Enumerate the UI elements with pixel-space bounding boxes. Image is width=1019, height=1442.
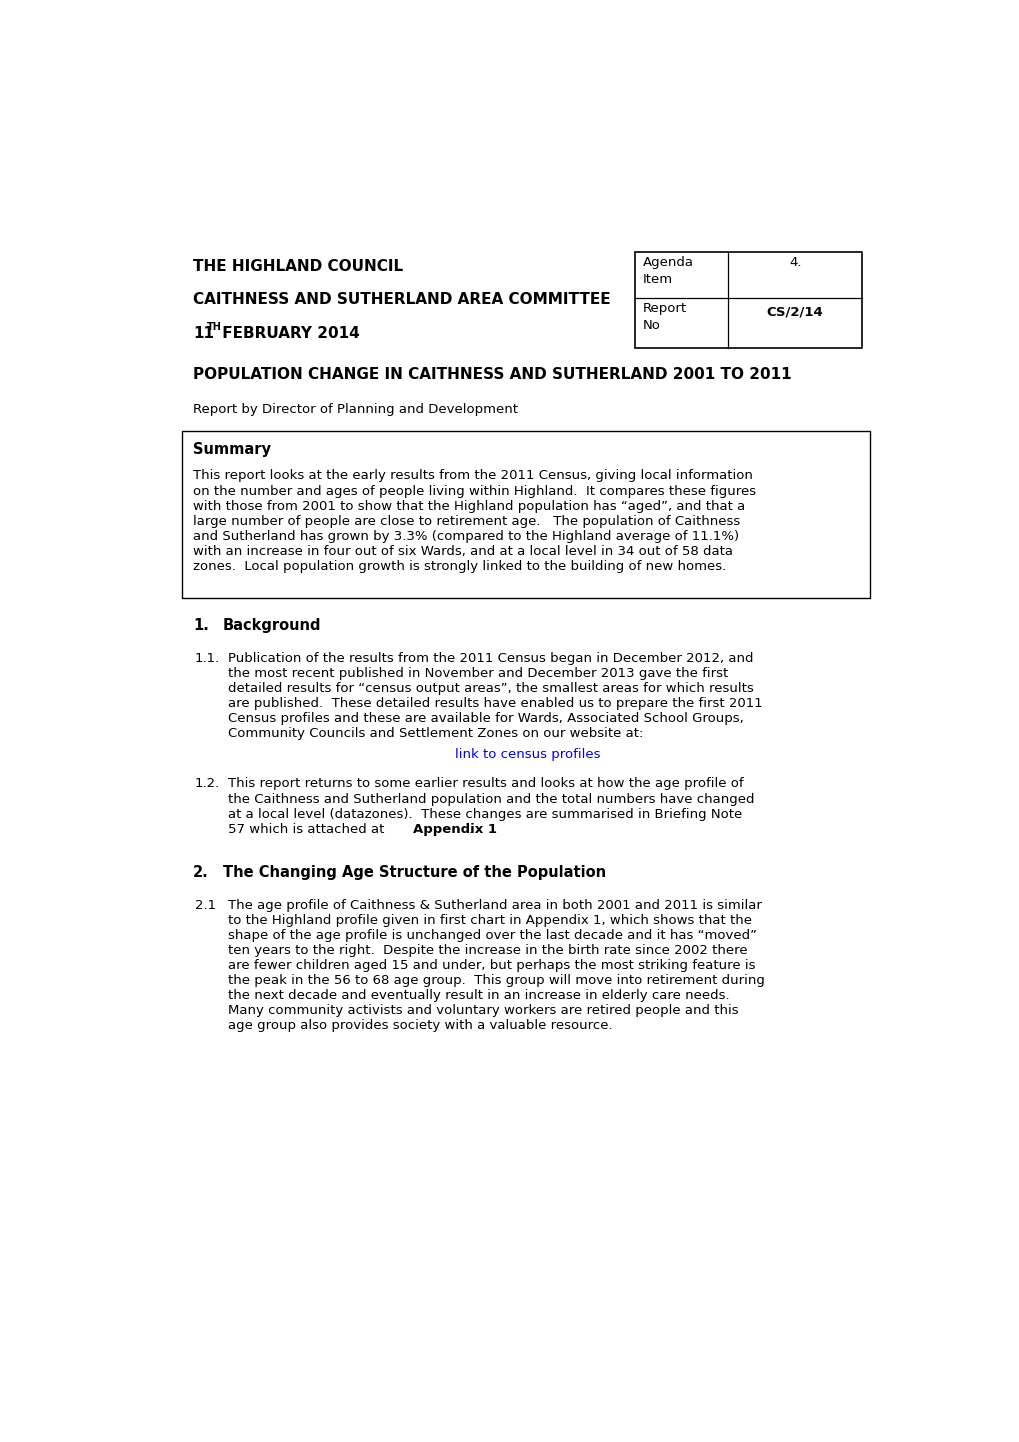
Text: This report looks at the early results from the 2011 Census, giving local inform: This report looks at the early results f… bbox=[194, 470, 752, 483]
Text: 1.1.: 1.1. bbox=[195, 652, 220, 665]
Text: Agenda
Item: Agenda Item bbox=[642, 257, 693, 286]
Text: TH: TH bbox=[207, 322, 221, 332]
Text: link to census profiles: link to census profiles bbox=[454, 748, 600, 761]
Text: Many community activists and voluntary workers are retired people and this: Many community activists and voluntary w… bbox=[228, 1004, 738, 1017]
Text: Report
No: Report No bbox=[642, 303, 687, 333]
Text: with those from 2001 to show that the Highland population has “aged”, and that a: with those from 2001 to show that the Hi… bbox=[194, 499, 745, 512]
Text: shape of the age profile is unchanged over the last decade and it has “moved”: shape of the age profile is unchanged ov… bbox=[228, 929, 756, 942]
Text: Summary: Summary bbox=[194, 441, 271, 457]
Text: FEBRUARY 2014: FEBRUARY 2014 bbox=[217, 326, 360, 340]
Text: 1.2.: 1.2. bbox=[195, 777, 220, 790]
Text: on the number and ages of people living within Highland.  It compares these figu: on the number and ages of people living … bbox=[194, 485, 756, 497]
Text: and Sutherland has grown by 3.3% (compared to the Highland average of 11.1%): and Sutherland has grown by 3.3% (compar… bbox=[194, 529, 739, 542]
Text: the Caithness and Sutherland population and the total numbers have changed: the Caithness and Sutherland population … bbox=[228, 793, 754, 806]
Text: the next decade and eventually result in an increase in elderly care needs.: the next decade and eventually result in… bbox=[228, 989, 730, 1002]
Text: Report by Director of Planning and Development: Report by Director of Planning and Devel… bbox=[194, 402, 518, 415]
Text: CAITHNESS AND SUTHERLAND AREA COMMITTEE: CAITHNESS AND SUTHERLAND AREA COMMITTEE bbox=[194, 293, 610, 307]
Text: 1.: 1. bbox=[194, 619, 209, 633]
Text: zones.  Local population growth is strongly linked to the building of new homes.: zones. Local population growth is strong… bbox=[194, 559, 726, 572]
Text: with an increase in four out of six Wards, and at a local level in 34 out of 58 : with an increase in four out of six Ward… bbox=[194, 545, 733, 558]
Text: 11: 11 bbox=[194, 326, 214, 340]
Text: to the Highland profile given in first chart in Appendix 1, which shows that the: to the Highland profile given in first c… bbox=[228, 914, 752, 927]
Text: 2.1: 2.1 bbox=[195, 898, 216, 911]
Text: The age profile of Caithness & Sutherland area in both 2001 and 2011 is similar: The age profile of Caithness & Sutherlan… bbox=[228, 898, 761, 911]
Text: detailed results for “census output areas”, the smallest areas for which results: detailed results for “census output area… bbox=[228, 682, 753, 695]
Text: CS/2/14: CS/2/14 bbox=[766, 306, 822, 319]
Text: Appendix 1: Appendix 1 bbox=[413, 822, 496, 835]
Text: Census profiles and these are available for Wards, Associated School Groups,: Census profiles and these are available … bbox=[228, 712, 743, 725]
Text: Community Councils and Settlement Zones on our website at:: Community Councils and Settlement Zones … bbox=[228, 727, 643, 740]
Text: the peak in the 56 to 68 age group.  This group will move into retirement during: the peak in the 56 to 68 age group. This… bbox=[228, 973, 764, 986]
Text: This report returns to some earlier results and looks at how the age profile of: This report returns to some earlier resu… bbox=[228, 777, 743, 790]
Text: .: . bbox=[468, 822, 472, 835]
Text: age group also provides society with a valuable resource.: age group also provides society with a v… bbox=[228, 1019, 612, 1032]
Text: the most recent published in November and December 2013 gave the first: the most recent published in November an… bbox=[228, 668, 728, 681]
Text: are published.  These detailed results have enabled us to prepare the first 2011: are published. These detailed results ha… bbox=[228, 696, 762, 709]
Text: at a local level (datazones).  These changes are summarised in Briefing Note: at a local level (datazones). These chan… bbox=[228, 808, 742, 820]
Text: are fewer children aged 15 and under, but perhaps the most striking feature is: are fewer children aged 15 and under, bu… bbox=[228, 959, 755, 972]
Text: Background: Background bbox=[222, 619, 321, 633]
Text: THE HIGHLAND COUNCIL: THE HIGHLAND COUNCIL bbox=[194, 260, 404, 274]
Text: The Changing Age Structure of the Population: The Changing Age Structure of the Popula… bbox=[222, 865, 605, 880]
Text: Publication of the results from the 2011 Census began in December 2012, and: Publication of the results from the 2011… bbox=[228, 652, 753, 665]
Text: 4.: 4. bbox=[788, 257, 801, 270]
Text: 2.: 2. bbox=[194, 865, 209, 880]
Text: 57 which is attached at: 57 which is attached at bbox=[228, 822, 388, 835]
Text: large number of people are close to retirement age.   The population of Caithnes: large number of people are close to reti… bbox=[194, 515, 740, 528]
Text: POPULATION CHANGE IN CAITHNESS AND SUTHERLAND 2001 TO 2011: POPULATION CHANGE IN CAITHNESS AND SUTHE… bbox=[194, 368, 791, 382]
Text: ten years to the right.  Despite the increase in the birth rate since 2002 there: ten years to the right. Despite the incr… bbox=[228, 945, 747, 957]
